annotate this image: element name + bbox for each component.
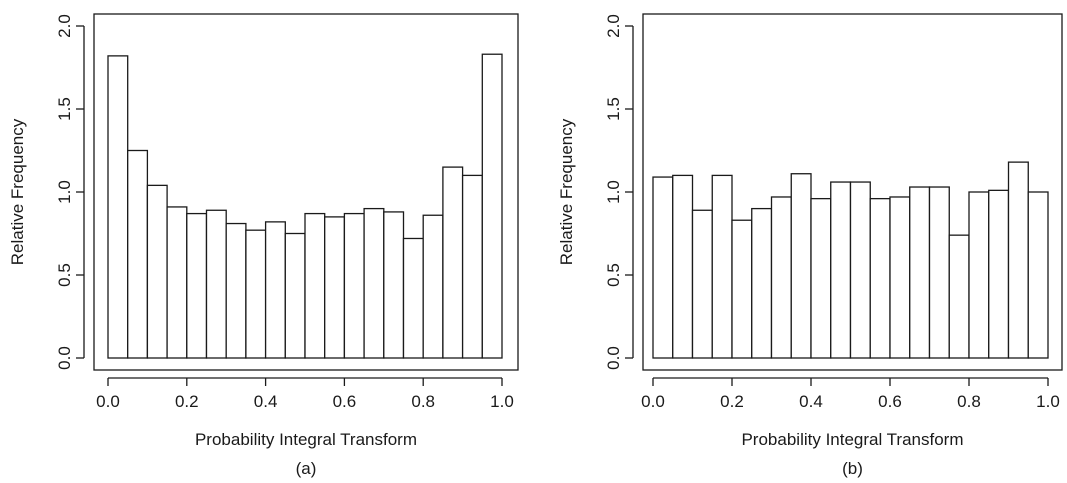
histogram-bar xyxy=(461,174,483,359)
panel-a: 0.0 0.2 0.4 0.6 0.8 1.0 0.0 0.5 1.0 1.5 2.0 Probabi… xyxy=(8,13,519,478)
histogram-bar xyxy=(205,209,227,359)
y-tick-label: 0.0 xyxy=(55,346,74,370)
x-tick-label: 0.2 xyxy=(720,392,744,411)
histogram-bar xyxy=(652,176,674,359)
plot-frame xyxy=(93,13,519,371)
histogram-bar xyxy=(245,229,267,359)
histogram-bar xyxy=(422,214,444,359)
histogram-bar xyxy=(790,173,812,359)
histogram-bar xyxy=(442,166,464,359)
y-tick-label: 2.0 xyxy=(55,14,74,38)
x-tick-label: 0.6 xyxy=(878,392,902,411)
histogram-bar xyxy=(830,181,852,359)
x-tick-label: 0.2 xyxy=(175,392,199,411)
histogram-bar xyxy=(107,55,129,359)
y-tick-label: 0.5 xyxy=(55,263,74,287)
x-tick-label: 1.0 xyxy=(1036,392,1060,411)
histogram-bar xyxy=(711,174,733,359)
y-tick-label: 1.5 xyxy=(55,97,74,121)
histogram-bar xyxy=(363,207,385,359)
histogram-bar xyxy=(988,189,1010,359)
histogram-bar xyxy=(968,191,990,359)
histogram-bar xyxy=(869,197,891,359)
x-tick-label: 0.0 xyxy=(641,392,665,411)
histogram-bar xyxy=(166,206,188,359)
histogram-bar xyxy=(402,237,424,359)
x-tick-label: 0.6 xyxy=(333,392,357,411)
y-tick-label: 0.5 xyxy=(604,263,623,287)
histogram-bar xyxy=(672,174,694,359)
histogram-bar xyxy=(770,196,792,359)
histogram-bar xyxy=(751,207,773,359)
histogram-bar xyxy=(691,209,713,359)
histogram-bar xyxy=(731,219,753,359)
histogram-bar xyxy=(810,197,832,359)
histogram-bar xyxy=(284,232,306,359)
histogram-bar xyxy=(889,196,911,359)
x-tick-label: 0.8 xyxy=(957,392,981,411)
x-tick-label: 0.0 xyxy=(96,392,120,411)
histogram-bar xyxy=(928,186,950,359)
x-tick-label: 0.8 xyxy=(411,392,435,411)
histogram-bar xyxy=(264,221,286,359)
histogram-bar xyxy=(186,212,208,359)
x-tick-label: 0.4 xyxy=(799,392,823,411)
histogram-bar xyxy=(383,211,405,359)
y-axis-title: Relative Frequency xyxy=(557,118,576,265)
histogram-bar xyxy=(481,53,503,359)
histogram-bar xyxy=(225,222,247,359)
histogram-bar xyxy=(343,212,365,359)
y-tick-label: 0.0 xyxy=(604,346,623,370)
histogram-bar xyxy=(1027,191,1049,359)
panel-label: (a) xyxy=(296,459,317,478)
histogram-bar xyxy=(304,212,326,359)
histogram-bar xyxy=(948,234,970,359)
histogram-bar xyxy=(127,149,149,359)
y-axis-title: Relative Frequency xyxy=(8,118,27,265)
plot-frame xyxy=(642,13,1063,371)
histogram-bar xyxy=(146,184,168,359)
histogram-bar xyxy=(324,216,346,359)
histogram-bar xyxy=(849,181,871,359)
y-tick-label: 1.0 xyxy=(604,180,623,204)
x-tick-label: 1.0 xyxy=(490,392,514,411)
x-axis-title: Probability Integral Transform xyxy=(741,430,963,449)
panel-label: (b) xyxy=(842,459,863,478)
y-tick-label: 1.5 xyxy=(604,97,623,121)
x-tick-label: 0.4 xyxy=(254,392,278,411)
x-axis-title: Probability Integral Transform xyxy=(195,430,417,449)
histogram-bar xyxy=(909,186,931,359)
panel-b: 0.0 0.2 0.4 0.6 0.8 1.0 0.0 0.5 1.0 1.5 2.0 Probabi… xyxy=(557,13,1063,478)
y-tick-label: 1.0 xyxy=(55,180,74,204)
y-tick-label: 2.0 xyxy=(604,14,623,38)
histogram-bar xyxy=(1007,161,1029,359)
